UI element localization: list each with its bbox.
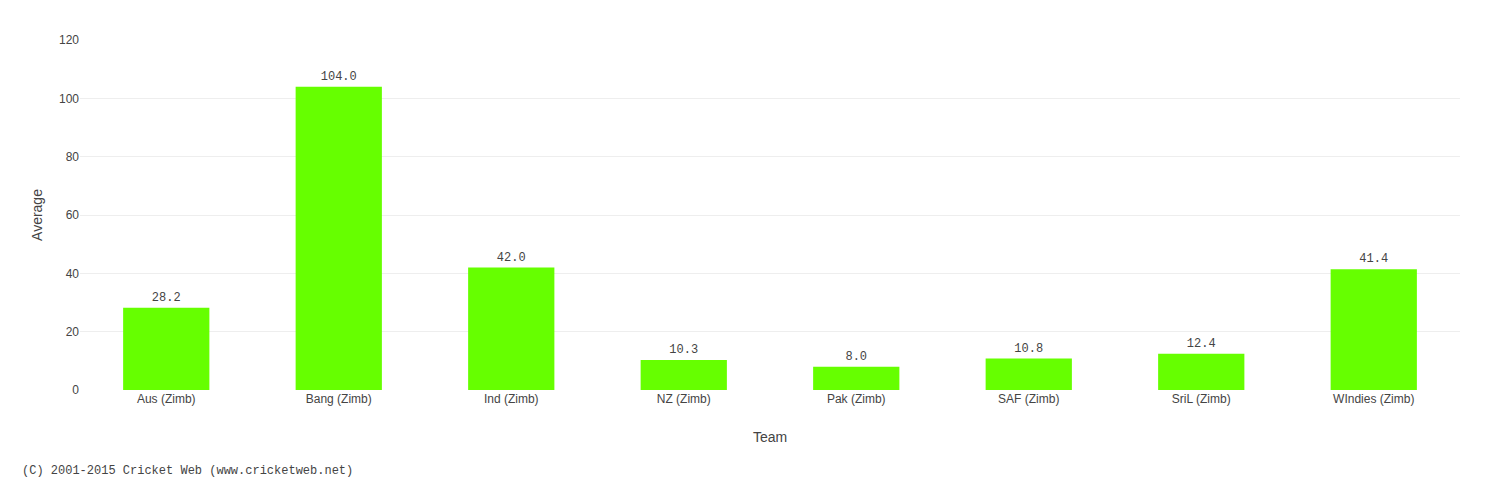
svg-text:Pak (Zimb): Pak (Zimb) (827, 392, 886, 406)
svg-text:(C) 2001-2015 Cricket Web (www: (C) 2001-2015 Cricket Web (www.cricketwe… (22, 464, 353, 478)
svg-text:Aus (Zimb): Aus (Zimb) (137, 392, 196, 406)
svg-text:NZ (Zimb): NZ (Zimb) (657, 392, 711, 406)
svg-text:10.3: 10.3 (669, 343, 698, 357)
svg-text:10.8: 10.8 (1014, 342, 1043, 356)
svg-text:Bang (Zimb): Bang (Zimb) (306, 392, 372, 406)
svg-text:8.0: 8.0 (845, 350, 867, 364)
svg-text:41.4: 41.4 (1359, 252, 1388, 266)
svg-text:104.0: 104.0 (321, 70, 357, 84)
svg-text:40: 40 (66, 267, 80, 281)
svg-text:0: 0 (72, 383, 79, 397)
svg-text:42.0: 42.0 (497, 251, 526, 265)
svg-text:Team: Team (753, 429, 787, 445)
svg-text:28.2: 28.2 (152, 291, 181, 305)
svg-text:80: 80 (66, 150, 80, 164)
svg-text:120: 120 (59, 33, 79, 47)
svg-text:SriL (Zimb): SriL (Zimb) (1172, 392, 1231, 406)
svg-text:12.4: 12.4 (1187, 337, 1216, 351)
svg-text:Average: Average (29, 189, 45, 241)
svg-text:20: 20 (66, 325, 80, 339)
svg-text:60: 60 (66, 208, 80, 222)
svg-text:SAF (Zimb): SAF (Zimb) (998, 392, 1059, 406)
svg-text:100: 100 (59, 92, 79, 106)
svg-text:WIndies (Zimb): WIndies (Zimb) (1333, 392, 1414, 406)
svg-text:Ind (Zimb): Ind (Zimb) (484, 392, 539, 406)
